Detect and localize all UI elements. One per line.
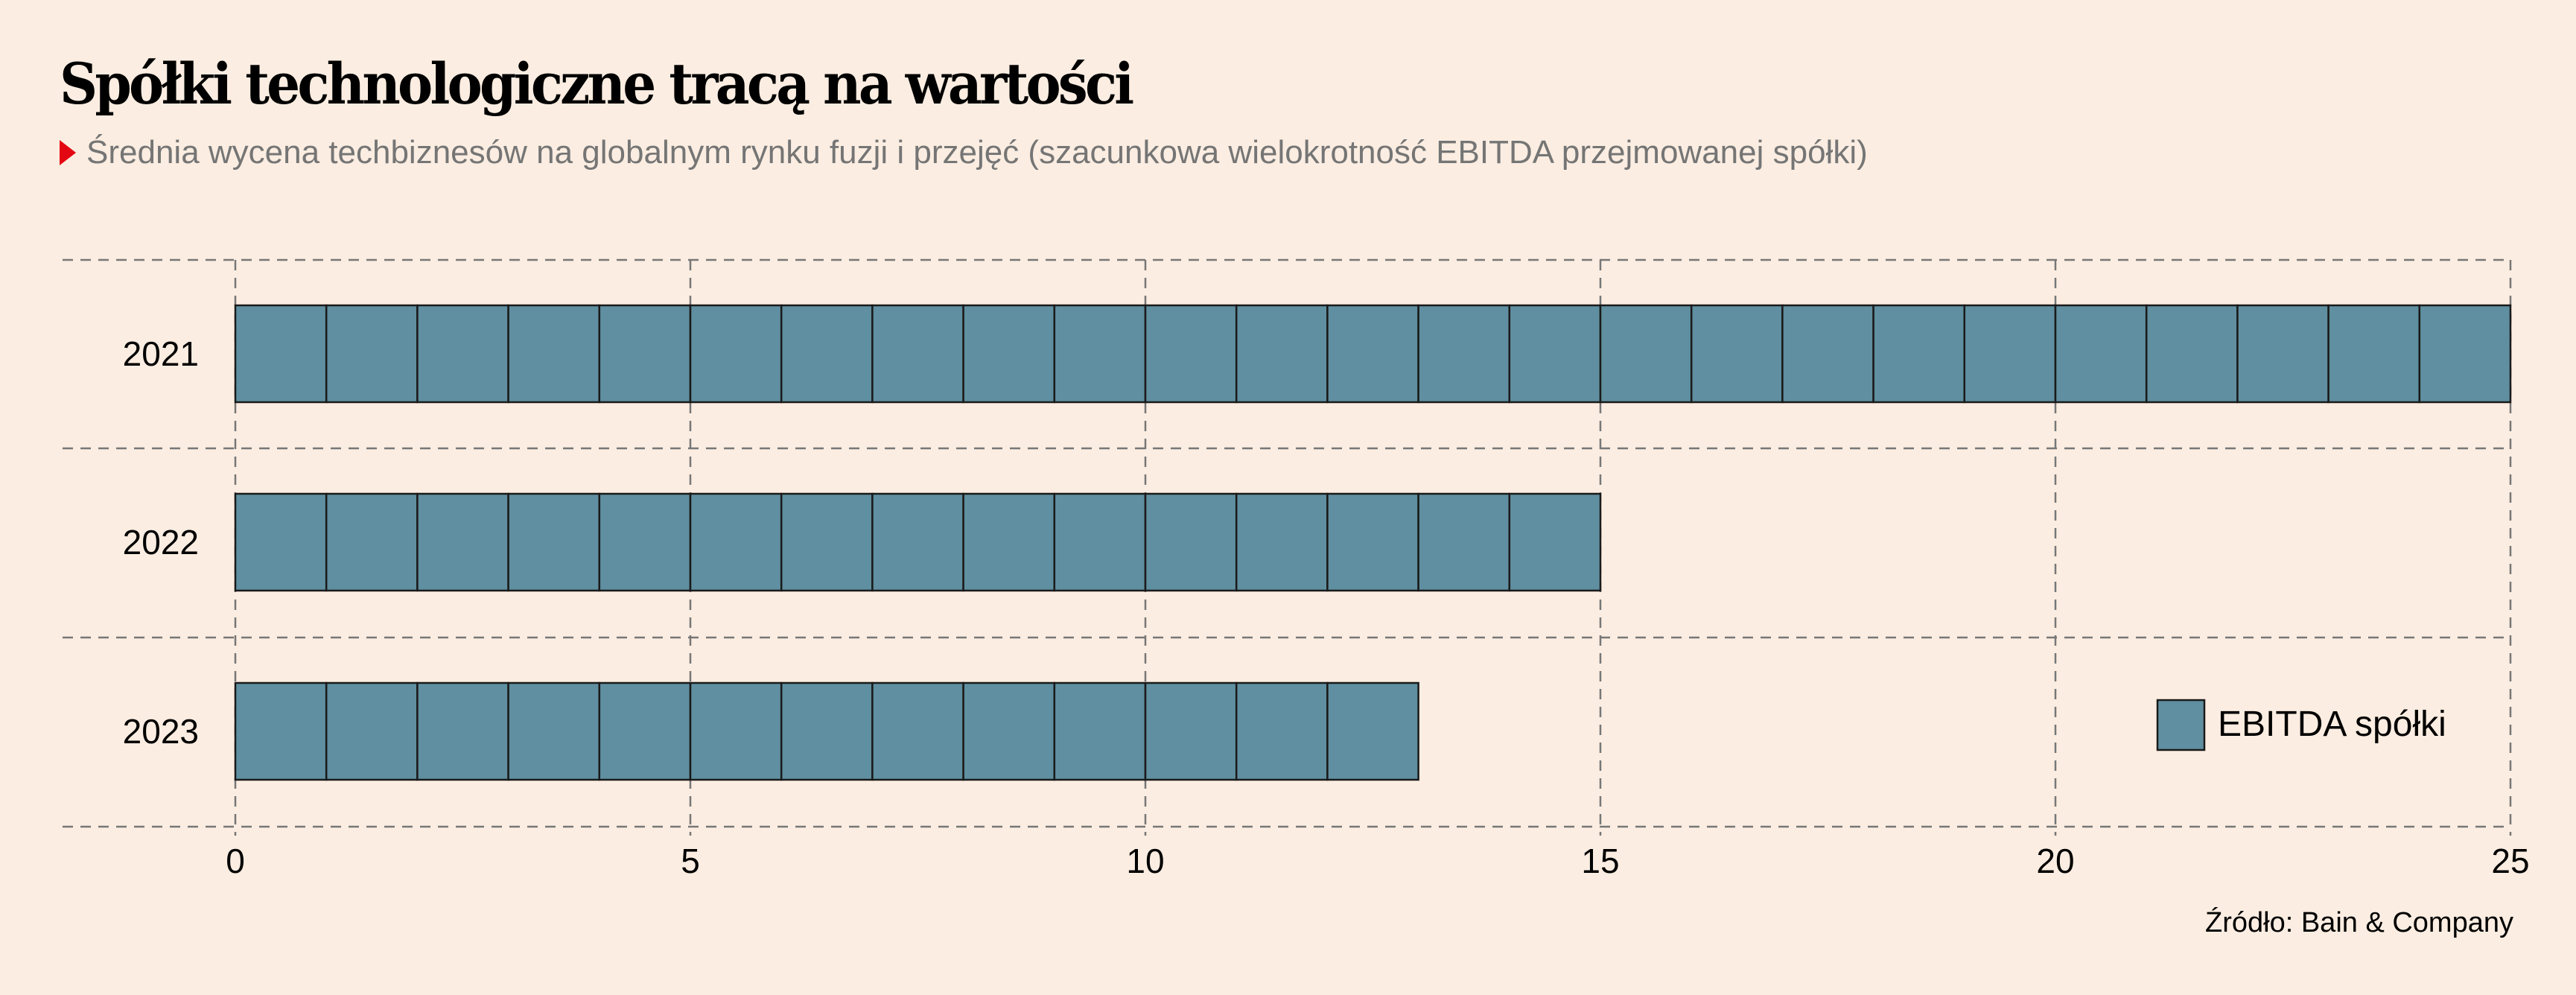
y-category-label: 2022 — [123, 523, 199, 562]
bar-unit-square — [780, 304, 874, 404]
bar-unit-square — [325, 492, 419, 592]
bar-unit-square — [689, 492, 783, 592]
bar-unit-square — [1235, 681, 1329, 781]
bar-unit-square — [1235, 492, 1329, 592]
bar-unit-square — [416, 304, 509, 404]
bar-unit-square — [871, 681, 964, 781]
bar-unit-square — [1326, 681, 1419, 781]
bar-unit-square — [1781, 304, 1874, 404]
bar-unit-square — [780, 681, 874, 781]
y-category-label: 2023 — [123, 712, 199, 751]
bar-unit-square — [1963, 304, 2057, 404]
bar-unit-square — [1144, 304, 1238, 404]
bar-unit-square — [325, 681, 419, 781]
bar-unit-square — [1144, 681, 1238, 781]
bar-unit-square — [234, 492, 328, 592]
y-category-label: 2021 — [123, 334, 199, 373]
bar-unit-square — [416, 681, 509, 781]
bar-unit-square — [234, 681, 328, 781]
chart-subtitle: Średnia wycena techbiznesów na globalnym… — [60, 134, 1868, 171]
x-tick-label: 5 — [681, 842, 700, 880]
bar-unit-square — [1599, 304, 1693, 404]
bar-unit-square — [780, 492, 874, 592]
chart-title: Spółki technologiczne tracą na wartości — [60, 51, 1134, 117]
bar-unit-square — [2145, 304, 2239, 404]
x-tick-label: 0 — [226, 842, 245, 880]
bar-unit-square — [1690, 304, 1784, 404]
bar-unit-square — [598, 492, 692, 592]
bar-unit-square — [1508, 304, 1602, 404]
bar-unit-square — [1326, 492, 1419, 592]
x-tick-label: 10 — [1126, 842, 1164, 880]
bar-unit-square — [1053, 304, 1147, 404]
source-note: Źródło: Bain & Company — [2205, 907, 2513, 938]
legend-swatch — [2156, 699, 2206, 751]
bar-unit-square — [2236, 304, 2329, 404]
bar-unit-square — [1053, 681, 1147, 781]
bar-unit-square — [871, 304, 964, 404]
bar-unit-square — [507, 492, 601, 592]
bar-unit-square — [598, 304, 692, 404]
bar-unit-square — [507, 304, 601, 404]
x-tick-label: 15 — [1581, 842, 1619, 880]
bar-unit-square — [689, 681, 783, 781]
bar-unit-square — [2418, 304, 2512, 404]
bar-unit-square — [1872, 304, 1966, 404]
bar-unit-square — [598, 681, 692, 781]
subtitle-text: Średnia wycena techbiznesów na globalnym… — [86, 134, 1868, 171]
bar-2023 — [234, 681, 1419, 781]
bar-unit-square — [962, 492, 1056, 592]
triangle-marker-icon — [60, 140, 76, 165]
bar-2021 — [234, 304, 2512, 404]
bar-unit-square — [1417, 492, 1511, 592]
bar-unit-square — [1053, 492, 1147, 592]
bar-unit-square — [962, 681, 1056, 781]
legend-label: EBITDA spółki — [2218, 705, 2446, 744]
bar-unit-square — [689, 304, 783, 404]
bar-unit-square — [1508, 492, 1602, 592]
bar-unit-square — [1144, 492, 1238, 592]
bar-unit-square — [507, 681, 601, 781]
bar-unit-square — [2327, 304, 2421, 404]
bar-unit-square — [325, 304, 419, 404]
bar-unit-square — [416, 492, 509, 592]
bar-unit-square — [1326, 304, 1419, 404]
x-tick-label: 25 — [2491, 842, 2529, 880]
x-tick-label: 20 — [2036, 842, 2074, 880]
bar-unit-square — [962, 304, 1056, 404]
bar-unit-square — [1417, 304, 1511, 404]
bar-unit-square — [1235, 304, 1329, 404]
bar-unit-square — [234, 304, 328, 404]
bar-2022 — [234, 492, 1602, 592]
bar-unit-square — [2054, 304, 2148, 404]
bar-unit-square — [871, 492, 964, 592]
